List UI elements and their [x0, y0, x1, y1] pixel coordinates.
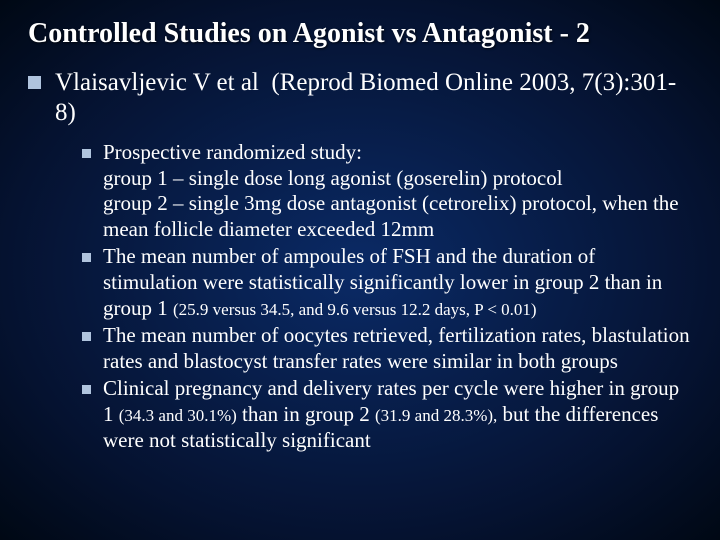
reference-item: Vlaisavljevic V et al (Reprod Biomed Onl…	[28, 68, 692, 128]
sub-points: Prospective randomized study: group 1 – …	[82, 140, 692, 453]
point-1-text: Prospective randomized study: group 1 – …	[103, 140, 692, 242]
point-4-mid: than in group 2	[237, 402, 375, 426]
point-1-line-1: Prospective randomized study:	[103, 140, 362, 164]
point-4-text: Clinical pregnancy and delivery rates pe…	[103, 376, 692, 453]
reference-text: Vlaisavljevic V et al (Reprod Biomed Onl…	[55, 68, 692, 128]
point-3-main: The mean number of oocytes retrieved, fe…	[103, 323, 690, 373]
square-bullet-icon	[28, 76, 41, 89]
point-4-stat2: (31.9 and 28.3%),	[375, 406, 497, 425]
square-bullet-icon	[82, 332, 91, 341]
list-item: The mean number of oocytes retrieved, fe…	[82, 323, 692, 374]
list-item: Clinical pregnancy and delivery rates pe…	[82, 376, 692, 453]
list-item: The mean number of ampoules of FSH and t…	[82, 244, 692, 321]
ref-authors: Vlaisavljevic V et al	[55, 69, 259, 96]
square-bullet-icon	[82, 149, 91, 158]
square-bullet-icon	[82, 253, 91, 262]
square-bullet-icon	[82, 385, 91, 394]
slide-title: Controlled Studies on Agonist vs Antagon…	[28, 18, 692, 50]
slide: Controlled Studies on Agonist vs Antagon…	[0, 0, 720, 540]
point-3-text: The mean number of oocytes retrieved, fe…	[103, 323, 692, 374]
list-item: Prospective randomized study: group 1 – …	[82, 140, 692, 242]
point-4-stat1: (34.3 and 30.1%)	[119, 406, 237, 425]
point-1-line-3: group 2 – single 3mg dose antagonist (ce…	[103, 191, 679, 241]
point-2-stat: (25.9 versus 34.5, and 9.6 versus 12.2 d…	[173, 300, 537, 319]
point-1-line-2: group 1 – single dose long agonist (gose…	[103, 166, 563, 190]
point-2-text: The mean number of ampoules of FSH and t…	[103, 244, 692, 321]
